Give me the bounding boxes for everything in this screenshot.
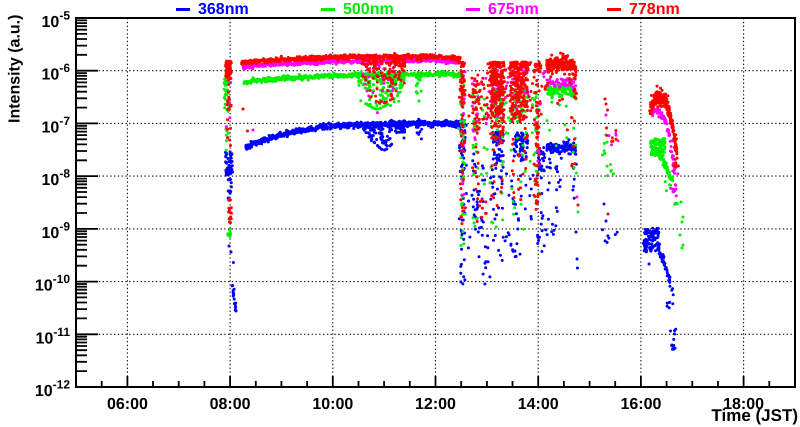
svg-text:14:00: 14:00 bbox=[518, 396, 559, 413]
svg-text:12:00: 12:00 bbox=[415, 396, 456, 413]
svg-text:10-10: 10-10 bbox=[35, 272, 70, 295]
svg-text:16:00: 16:00 bbox=[620, 396, 661, 413]
svg-text:10-5: 10-5 bbox=[42, 9, 71, 32]
svg-text:08:00: 08:00 bbox=[210, 396, 251, 413]
svg-text:10:00: 10:00 bbox=[312, 396, 353, 413]
svg-text:18:00: 18:00 bbox=[723, 396, 764, 413]
svg-text:368nm: 368nm bbox=[198, 1, 249, 18]
svg-text:500nm: 500nm bbox=[343, 1, 394, 18]
svg-text:Intensity (a.u.): Intensity (a.u.) bbox=[7, 15, 24, 123]
svg-text:778nm: 778nm bbox=[629, 1, 680, 18]
svg-text:10-12: 10-12 bbox=[35, 378, 70, 401]
svg-text:10-6: 10-6 bbox=[42, 61, 71, 84]
svg-text:10-8: 10-8 bbox=[42, 167, 71, 190]
svg-text:Time (JST): Time (JST) bbox=[711, 406, 798, 425]
svg-text:06:00: 06:00 bbox=[107, 396, 148, 413]
svg-text:10-11: 10-11 bbox=[36, 325, 71, 348]
svg-text:10-9: 10-9 bbox=[42, 219, 71, 242]
svg-text:675nm: 675nm bbox=[488, 1, 539, 18]
svg-text:10-7: 10-7 bbox=[42, 114, 71, 137]
